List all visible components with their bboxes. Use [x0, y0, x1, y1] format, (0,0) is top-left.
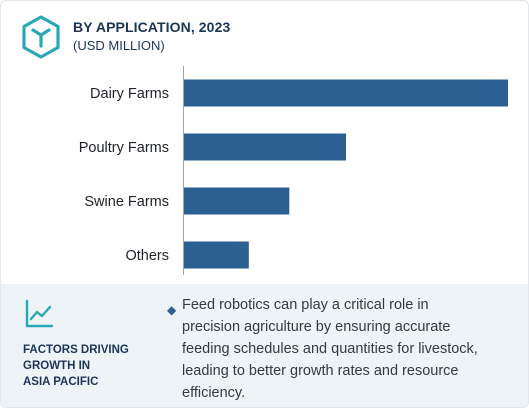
factors-title-line: ASIA PACIFIC [23, 376, 99, 388]
bar-dairy-farms [184, 79, 508, 107]
category-label: Dairy Farms [90, 86, 169, 102]
bar-chart: Dairy Farms Poultry Farms Swine Farms Other… [79, 66, 508, 275]
factors-text-line: leading to better growth rates and resou… [182, 363, 459, 379]
factors-text-line: precision agriculture by ensuring accura… [182, 319, 451, 335]
category-label: Swine Farms [84, 194, 169, 210]
factors-title: FACTORS DRIVING GROWTH IN ASIA PACIFIC [23, 342, 153, 390]
factors-panel: FACTORS DRIVING GROWTH IN ASIA PACIFIC ◆… [1, 284, 528, 407]
factors-title-line: FACTORS DRIVING [23, 344, 129, 356]
factors-text-line: efficiency. [182, 385, 246, 401]
factors-description: Feed robotics can play a critical role i… [182, 294, 522, 404]
factors-text-line: feeding schedules and quantities for liv… [182, 341, 478, 357]
bar-others [184, 241, 249, 269]
chart-title: BY APPLICATION, 2023 [73, 19, 231, 35]
factors-text-line: Feed robotics can play a critical role i… [182, 297, 429, 313]
factors-title-line: GROWTH IN [23, 360, 91, 372]
trend-line-icon [25, 299, 54, 328]
bar-poultry-farms [184, 133, 346, 161]
diamond-bullet-icon: ◆ [167, 303, 177, 317]
category-label: Poultry Farms [79, 140, 169, 156]
category-label: Others [125, 248, 169, 264]
cube-hex-logo-icon [22, 15, 60, 59]
chart-subtitle: (USD MILLION) [73, 38, 165, 53]
bar-swine-farms [184, 187, 290, 215]
